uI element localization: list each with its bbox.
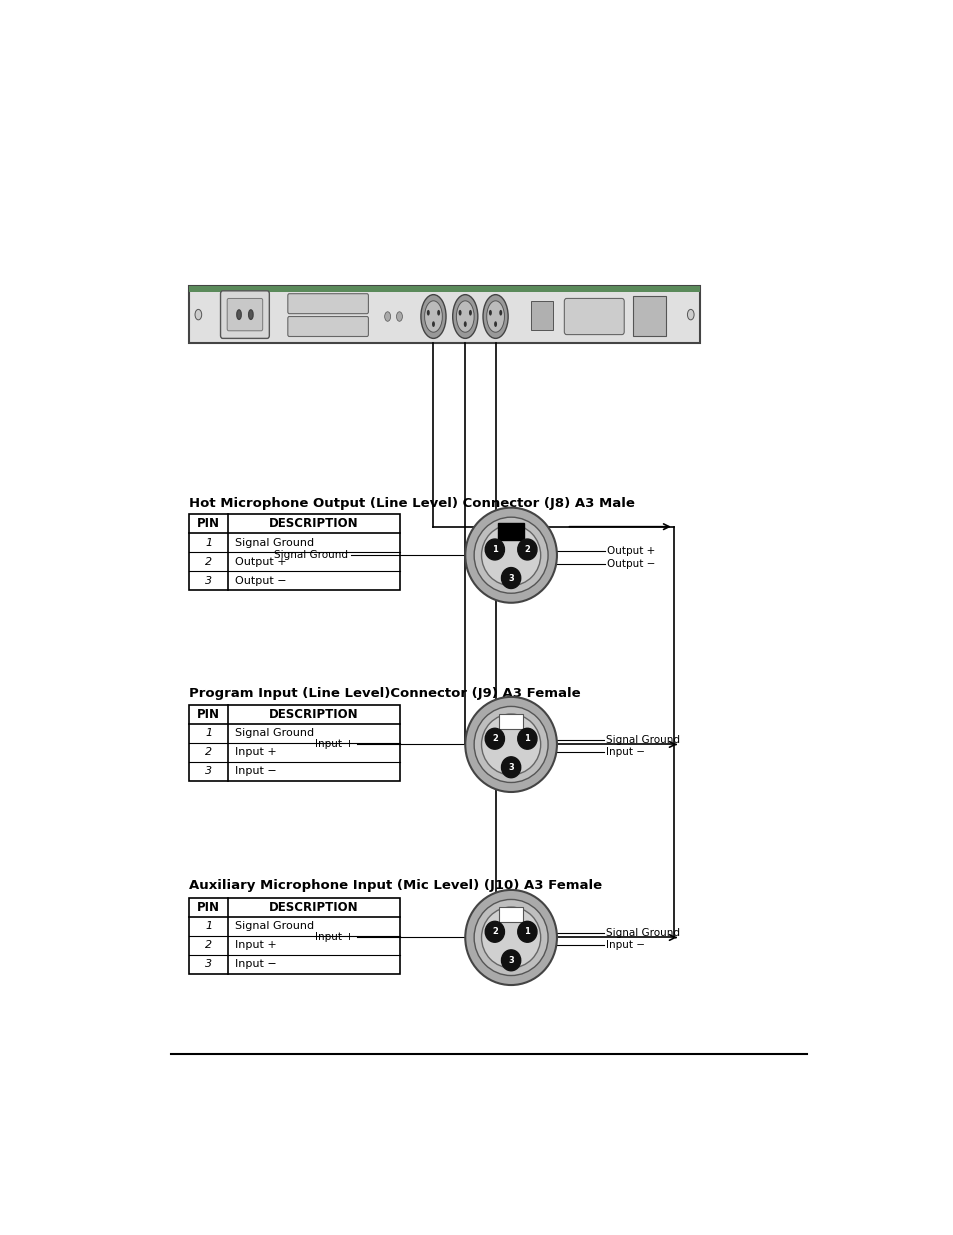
- Text: 3: 3: [508, 956, 514, 965]
- Text: Signal Ground: Signal Ground: [605, 927, 679, 937]
- Ellipse shape: [456, 301, 474, 332]
- Ellipse shape: [432, 321, 435, 327]
- Ellipse shape: [494, 321, 497, 327]
- Ellipse shape: [481, 714, 540, 774]
- FancyBboxPatch shape: [227, 299, 262, 331]
- Ellipse shape: [517, 729, 537, 750]
- Text: 2: 2: [492, 927, 497, 936]
- Text: Input +: Input +: [235, 940, 276, 950]
- Bar: [498, 906, 522, 923]
- Ellipse shape: [463, 321, 466, 327]
- Text: Signal Ground: Signal Ground: [235, 538, 314, 548]
- Text: PIN: PIN: [197, 708, 220, 720]
- Text: 2: 2: [205, 940, 213, 950]
- Ellipse shape: [436, 310, 439, 316]
- Ellipse shape: [481, 906, 540, 968]
- Bar: [190, 514, 400, 590]
- Ellipse shape: [424, 301, 442, 332]
- Text: DESCRIPTION: DESCRIPTION: [269, 517, 358, 530]
- Text: Output +: Output +: [235, 557, 287, 567]
- Text: Signal Ground: Signal Ground: [235, 921, 314, 931]
- Ellipse shape: [486, 301, 504, 332]
- Bar: [497, 522, 523, 540]
- Ellipse shape: [485, 729, 504, 750]
- Ellipse shape: [482, 295, 508, 338]
- Text: 3: 3: [205, 960, 213, 969]
- Ellipse shape: [249, 310, 253, 320]
- Text: Output +: Output +: [606, 546, 655, 557]
- Text: 3: 3: [205, 576, 213, 585]
- Text: 1: 1: [205, 538, 213, 548]
- Text: Signal Ground: Signal Ground: [605, 735, 679, 745]
- Ellipse shape: [458, 310, 461, 316]
- Text: PIN: PIN: [197, 517, 220, 530]
- Bar: [190, 287, 699, 291]
- Text: 2: 2: [205, 747, 213, 757]
- Text: 1: 1: [205, 729, 213, 739]
- Text: 1: 1: [524, 927, 530, 936]
- Text: Output −: Output −: [606, 558, 655, 569]
- Ellipse shape: [384, 311, 390, 321]
- Ellipse shape: [420, 295, 446, 338]
- Text: Signal Ground: Signal Ground: [235, 729, 314, 739]
- FancyBboxPatch shape: [288, 316, 368, 336]
- Text: Input −: Input −: [235, 766, 276, 776]
- Ellipse shape: [488, 310, 492, 316]
- Text: Input +: Input +: [235, 747, 276, 757]
- Text: Input +: Input +: [315, 932, 354, 942]
- Text: Program Input (Line Level)Connector (J9) A3 Female: Program Input (Line Level)Connector (J9)…: [190, 687, 580, 700]
- Text: PIN: PIN: [197, 900, 220, 914]
- FancyBboxPatch shape: [288, 294, 368, 314]
- Ellipse shape: [194, 310, 201, 320]
- Text: 2: 2: [205, 557, 213, 567]
- Ellipse shape: [687, 310, 694, 320]
- Ellipse shape: [474, 899, 547, 976]
- Ellipse shape: [485, 538, 504, 559]
- Text: Input −: Input −: [605, 940, 644, 950]
- Ellipse shape: [453, 295, 477, 338]
- Ellipse shape: [465, 508, 557, 603]
- Text: 2: 2: [492, 735, 497, 743]
- Ellipse shape: [498, 310, 501, 316]
- Ellipse shape: [465, 697, 557, 792]
- Text: Output −: Output −: [235, 576, 287, 585]
- Text: Auxiliary Microphone Input (Mic Level) (J10) A3 Female: Auxiliary Microphone Input (Mic Level) (…: [190, 879, 602, 892]
- Text: 3: 3: [508, 573, 514, 583]
- Bar: [190, 898, 400, 973]
- Bar: [633, 295, 665, 336]
- Ellipse shape: [481, 525, 540, 585]
- Bar: [498, 714, 522, 729]
- Ellipse shape: [236, 310, 241, 320]
- Text: 1: 1: [524, 735, 530, 743]
- Ellipse shape: [517, 538, 537, 559]
- Ellipse shape: [517, 921, 537, 942]
- Bar: [190, 287, 699, 343]
- Ellipse shape: [501, 757, 520, 778]
- Text: 1: 1: [492, 545, 497, 555]
- Text: DESCRIPTION: DESCRIPTION: [269, 900, 358, 914]
- FancyBboxPatch shape: [564, 299, 623, 335]
- Ellipse shape: [465, 890, 557, 986]
- FancyBboxPatch shape: [220, 291, 269, 338]
- Ellipse shape: [426, 310, 429, 316]
- Ellipse shape: [474, 706, 547, 783]
- Text: Signal Ground: Signal Ground: [274, 551, 348, 561]
- Bar: [531, 301, 553, 330]
- Ellipse shape: [469, 310, 472, 316]
- Text: 1: 1: [205, 921, 213, 931]
- Text: Input +: Input +: [315, 740, 354, 750]
- Ellipse shape: [396, 311, 402, 321]
- Bar: [190, 704, 400, 781]
- Ellipse shape: [501, 568, 520, 589]
- Text: Input −: Input −: [235, 960, 276, 969]
- Ellipse shape: [485, 921, 504, 942]
- Text: 3: 3: [508, 763, 514, 772]
- Text: 3: 3: [205, 766, 213, 776]
- Text: DESCRIPTION: DESCRIPTION: [269, 708, 358, 720]
- Ellipse shape: [501, 950, 520, 971]
- Text: 2: 2: [524, 545, 530, 555]
- Text: Hot Microphone Output (Line Level) Connector (J8) A3 Male: Hot Microphone Output (Line Level) Conne…: [190, 496, 635, 510]
- Text: Input −: Input −: [605, 747, 644, 757]
- Ellipse shape: [474, 517, 547, 593]
